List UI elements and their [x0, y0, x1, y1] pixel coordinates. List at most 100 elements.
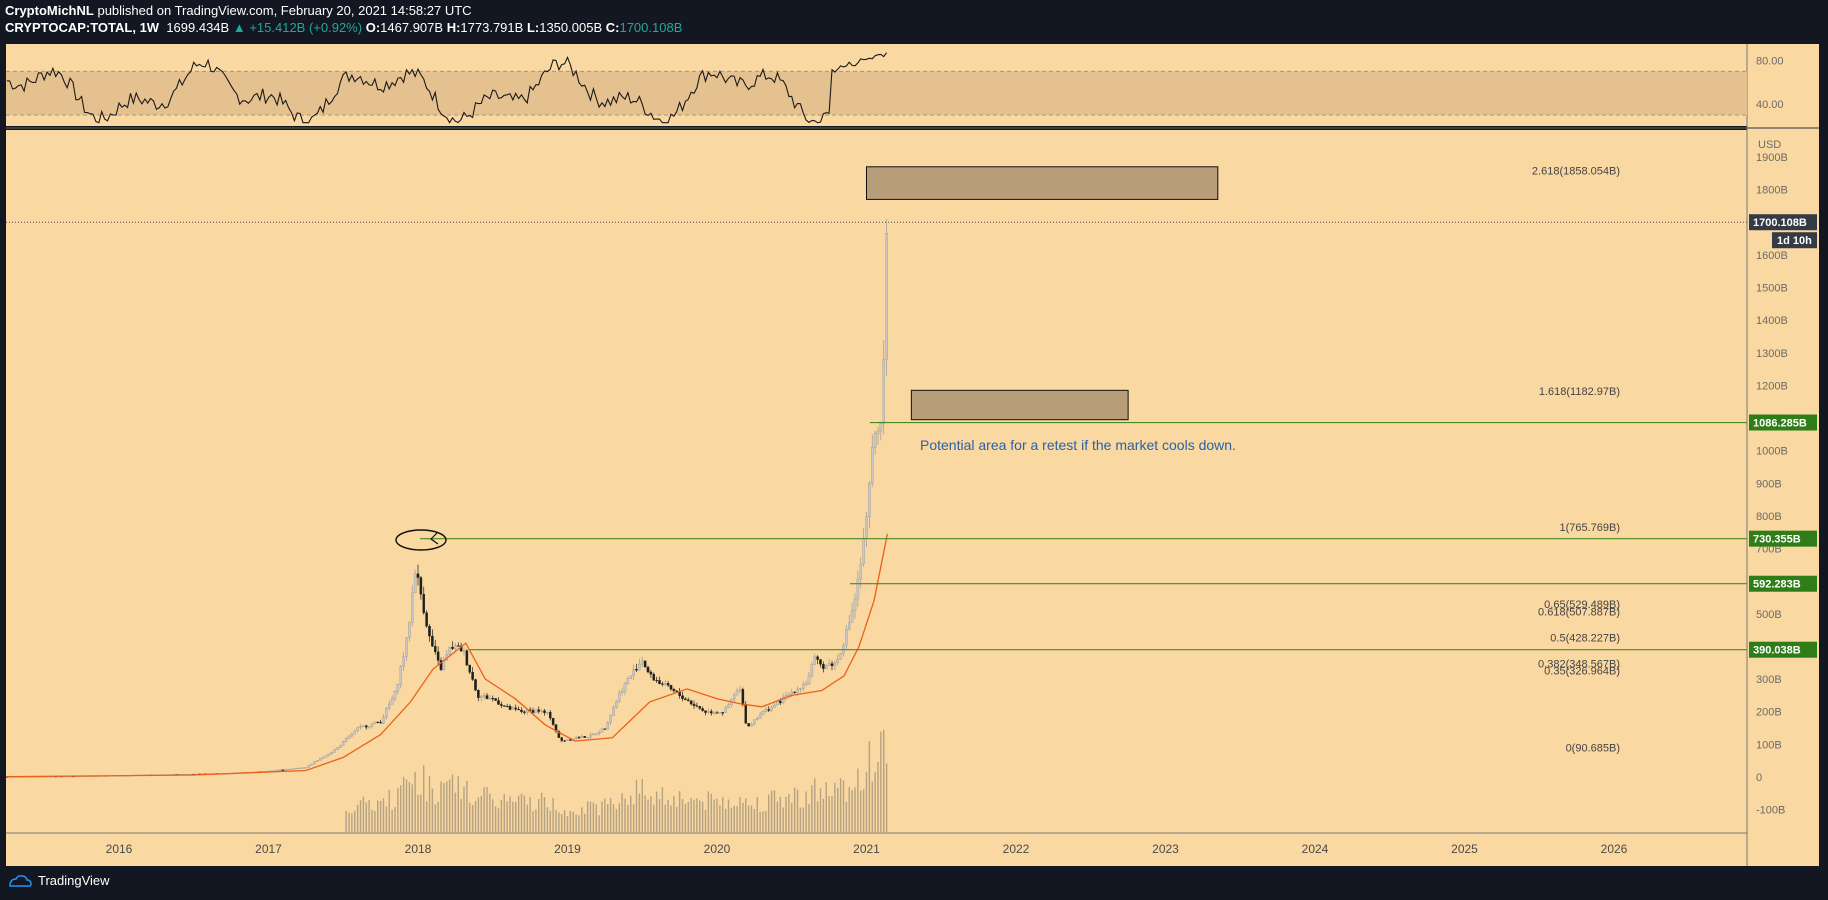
price-tag-bg [1749, 530, 1817, 547]
candle-body [721, 712, 725, 714]
candle-body [405, 637, 408, 657]
candle-body [684, 698, 687, 700]
author-name[interactable]: CryptoMichNL [5, 3, 94, 18]
price-axis[interactable] [1747, 44, 1819, 866]
candle-body [623, 683, 627, 692]
volume-bar [699, 800, 701, 832]
candle-body [868, 482, 871, 517]
candle-body [718, 712, 722, 714]
price-tick-label: 1300B [1756, 348, 1788, 360]
volume-bar [690, 798, 692, 832]
candle-body [609, 714, 612, 723]
volume-bar [397, 788, 399, 832]
candle-body [756, 718, 759, 721]
volume-bar [753, 808, 756, 832]
volume-bar [497, 808, 500, 832]
volume-bar [382, 798, 385, 832]
volume-bar [423, 765, 425, 832]
volume-bar [365, 802, 367, 832]
volume-bar [359, 800, 362, 832]
retest-annotation[interactable]: Potential area for a retest if the marke… [920, 437, 1236, 453]
volume-bar [773, 790, 776, 832]
candle-body [327, 753, 331, 756]
volume-bar [837, 787, 839, 832]
fib-level-label: 1(765.769B) [1559, 522, 1620, 534]
volume-bar [681, 799, 684, 832]
volume-bar [885, 763, 888, 832]
tradingview-brand[interactable]: TradingView [38, 873, 110, 888]
volume-bar [512, 801, 514, 832]
volume-bar [368, 800, 370, 832]
candle-body [652, 673, 656, 681]
candle-body [574, 737, 578, 740]
candle-body [807, 675, 811, 685]
candle-body [433, 646, 437, 653]
price-tag-bg [1749, 575, 1817, 592]
time-tick-label: 2022 [1003, 842, 1030, 856]
candle-body [586, 737, 589, 739]
price-tick-label: 900B [1756, 478, 1782, 490]
volume-bar [356, 804, 359, 832]
time-tick-label: 2017 [255, 842, 282, 856]
candle-body [540, 710, 543, 712]
price-pane[interactable] [6, 130, 1747, 833]
candle-body [301, 767, 305, 769]
low-value: 1350.005B [539, 20, 603, 35]
candle-body [704, 710, 707, 713]
price-tick-label: 200B [1756, 707, 1782, 719]
candle-body [825, 665, 828, 669]
candle-body [396, 684, 400, 692]
candle-body [773, 704, 776, 708]
volume-bar [822, 798, 825, 832]
candle-body [373, 721, 377, 724]
volume-bar [687, 802, 689, 832]
candle-body [316, 760, 319, 762]
candle-body [485, 695, 489, 699]
candle-body [810, 664, 814, 677]
volume-bar [561, 814, 563, 832]
volume-bar [722, 797, 724, 832]
volume-bar [457, 776, 459, 832]
candle-body [537, 709, 541, 712]
candle-body [439, 660, 443, 670]
volume-bar [676, 806, 678, 832]
ath-circle-drawing[interactable] [395, 529, 447, 551]
volume-bar [601, 801, 603, 832]
candle-body [347, 735, 351, 739]
volume-bar [805, 791, 807, 832]
fib-level-label: 0.618(507.887B) [1538, 606, 1620, 618]
volume-bar [871, 781, 873, 832]
candle-body [497, 700, 500, 705]
volume-bar [883, 729, 885, 832]
price-levels [6, 221, 1747, 651]
volume-bar [647, 799, 649, 832]
candle-body [482, 695, 486, 697]
volume-bar [719, 805, 721, 832]
candle-body [793, 691, 796, 694]
volume-bar [762, 811, 764, 832]
time-axis[interactable] [6, 833, 1747, 866]
candle-body [336, 747, 339, 750]
volume-bar [532, 811, 534, 832]
candle-body [310, 763, 313, 766]
candle-body [376, 721, 379, 723]
candle-body [695, 705, 699, 707]
symbol-label[interactable]: CRYPTOCAP:TOTAL, 1W [5, 20, 160, 35]
volume-bar [750, 805, 753, 832]
volume-bar [857, 768, 859, 832]
volume-bar [704, 809, 707, 832]
time-tick-label: 2026 [1601, 842, 1628, 856]
candle-body [845, 628, 848, 646]
volume-bar [377, 800, 379, 832]
time-tick-label: 2025 [1451, 842, 1478, 856]
volume-bar [842, 780, 845, 832]
time-tick-label: 2023 [1152, 842, 1179, 856]
currency-label[interactable]: USD [1758, 139, 1781, 151]
candle-body [523, 711, 526, 713]
volume-bar [558, 812, 560, 832]
volume-bar [595, 804, 597, 832]
candle-body [727, 704, 730, 709]
volume-bar [618, 803, 620, 832]
volume-bar [437, 801, 439, 832]
